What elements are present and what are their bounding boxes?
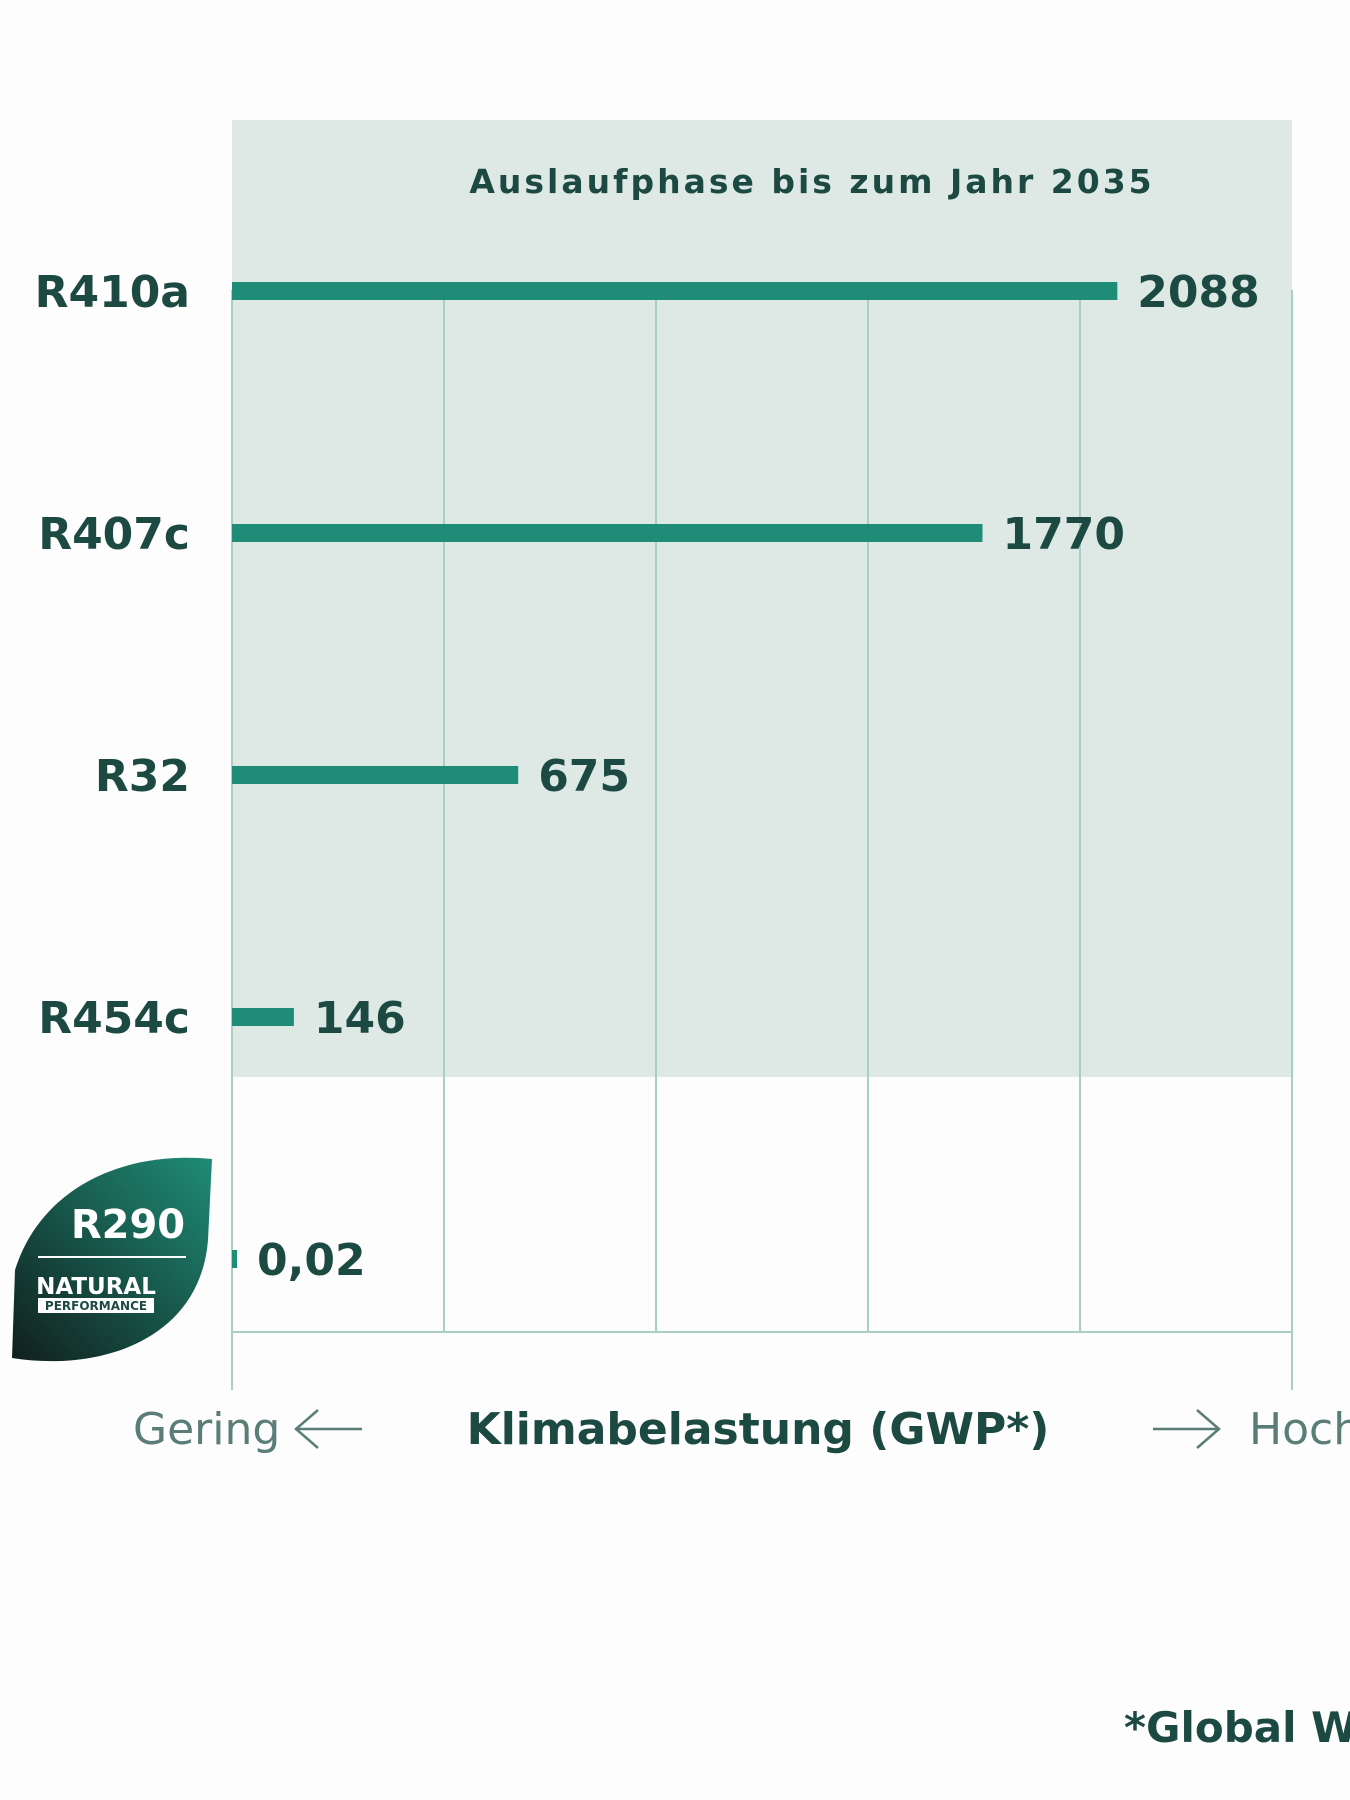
bars — [232, 282, 1118, 1268]
bar-r407c — [232, 524, 983, 542]
footnote: *Global Wa — [1124, 1703, 1350, 1752]
labels: 2088 R410a 1770 R407c 675 R32 146 R454c 0,02 — [35, 267, 1260, 1286]
bar-r32 — [232, 766, 519, 784]
category-label-r454c: R454c — [38, 993, 190, 1044]
value-label-r410a: 2088 — [1137, 267, 1259, 318]
axis-low-label: Gering — [133, 1404, 280, 1455]
r290-badge: R290 NATURAL PERFORMANCE — [12, 1157, 212, 1362]
value-label-r290: 0,02 — [257, 1235, 366, 1286]
bar-r454c — [232, 1008, 294, 1026]
badge-natural: NATURAL — [36, 1274, 156, 1300]
bar-r410a — [232, 282, 1118, 300]
zone-title: Auslaufphase bis zum Jahr 2035 — [469, 162, 1154, 201]
bar-r290 — [232, 1250, 237, 1268]
badge-title: R290 — [71, 1202, 185, 1248]
phaseout-zone — [232, 120, 1292, 1077]
axis-high-label: Hoch — [1249, 1404, 1350, 1455]
arrow-left-icon — [294, 1409, 362, 1449]
category-label-r410a: R410a — [35, 267, 190, 318]
value-label-r407c: 1770 — [1002, 509, 1124, 560]
badge-performance: PERFORMANCE — [45, 1299, 147, 1313]
category-label-r407c: R407c — [38, 509, 190, 560]
value-label-r454c: 146 — [314, 993, 406, 1044]
badge-performance-bg — [38, 1298, 154, 1313]
gridlines — [231, 290, 1293, 1390]
value-label-r32: 675 — [538, 751, 630, 802]
arrow-right-icon — [1153, 1409, 1221, 1449]
x-axis-title: Klimabelastung (GWP*) — [467, 1404, 1050, 1455]
category-label-r32: R32 — [95, 751, 190, 802]
leaf-badge-shape — [12, 1157, 212, 1362]
